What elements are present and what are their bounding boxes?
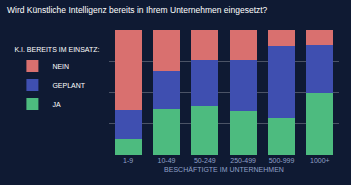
svg-text:50-249: 50-249 — [194, 157, 216, 164]
svg-text:250-499: 250-499 — [230, 157, 256, 164]
svg-text:Wird Künstliche Intelligenz be: Wird Künstliche Intelligenz bereits in I… — [7, 5, 268, 15]
svg-text:K.I. BEREITS IM EINSATZ:: K.I. BEREITS IM EINSATZ: — [14, 46, 99, 53]
svg-text:500-999: 500-999 — [269, 157, 295, 164]
svg-text:1000+: 1000+ — [310, 157, 330, 164]
svg-text:GEPLANT: GEPLANT — [52, 82, 85, 89]
svg-text:BESCHÄFTIGTE IM UNTERNEHMEN: BESCHÄFTIGTE IM UNTERNEHMEN — [164, 166, 284, 173]
svg-text:1-9: 1-9 — [123, 157, 133, 164]
svg-text:JA: JA — [52, 101, 61, 108]
svg-text:10-49: 10-49 — [158, 157, 176, 164]
svg-text:NEIN: NEIN — [52, 63, 69, 70]
